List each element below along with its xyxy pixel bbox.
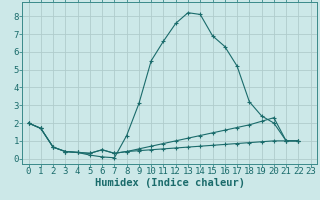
X-axis label: Humidex (Indice chaleur): Humidex (Indice chaleur): [95, 178, 244, 188]
